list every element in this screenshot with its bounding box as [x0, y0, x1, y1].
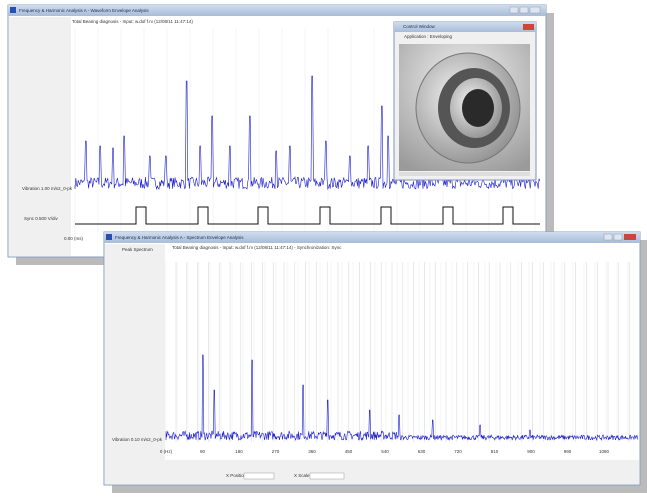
panel-label: Peak Spectrum — [122, 247, 153, 252]
plot-grid — [165, 262, 630, 442]
x-tick-label: 990 — [564, 449, 572, 454]
x-tick-label: 0 (Hz) — [160, 449, 173, 454]
window — [103, 231, 641, 486]
vibration-label: Vibration 0.10 m/s2_0-pk — [112, 437, 163, 442]
close-button[interactable] — [529, 6, 541, 14]
scrollbar[interactable] — [399, 172, 530, 176]
title-bar — [8, 5, 546, 16]
x-labels: 0 (Hz) 90 180 270 360 450 540 630 720 810 900 990 10… — [160, 449, 610, 454]
window-title: Frequency & Harmonic Analysis A - Wavefo… — [19, 8, 149, 13]
control-bar — [105, 460, 639, 484]
max-button[interactable] — [519, 6, 529, 14]
x-tick-label: 630 — [418, 449, 426, 454]
subtitle: Total Bearing diagnosis - Input: w.dof f… — [172, 245, 342, 250]
x-start: 0.00 (ms) — [64, 236, 84, 241]
x-tick-label: 450 — [345, 449, 353, 454]
x-tick-label: 900 — [527, 449, 535, 454]
x-tick-label: 810 — [491, 449, 499, 454]
x-position-slider[interactable] — [243, 472, 275, 480]
waveform — [74, 75, 541, 191]
spectrum — [165, 354, 638, 441]
app-icon — [10, 7, 16, 13]
x-tick-label: 720 — [454, 449, 462, 454]
x-tick-label: 360 — [308, 449, 316, 454]
max-button[interactable] — [613, 233, 623, 241]
side-panel — [9, 17, 71, 256]
app-icon — [106, 234, 112, 240]
title-bar — [394, 22, 536, 32]
close-button[interactable] — [523, 24, 534, 30]
subtitle: Total Bearing diagnosis - Input: w.dof f… — [72, 19, 193, 24]
bearing-bore — [462, 89, 494, 127]
application-label: Application : Enveloping — [404, 34, 453, 39]
x-position-label: X Position — [226, 473, 247, 478]
x-tick-label: 270 — [272, 449, 280, 454]
side-panel — [105, 244, 165, 460]
x-scale-slider[interactable] — [309, 472, 345, 480]
close-button[interactable] — [624, 234, 636, 240]
sync-label: Sync 0.500 V/div — [24, 216, 59, 221]
title-bar — [104, 232, 640, 243]
x-scale-label: X Scale — [294, 473, 310, 478]
x-tick-label: 90 — [200, 449, 206, 454]
window-title: Frequency & Harmonic Analysis A - Spectr… — [115, 235, 244, 240]
x-tick-label: 540 — [381, 449, 389, 454]
sync-signal — [75, 206, 540, 225]
min-button[interactable] — [603, 233, 613, 241]
min-button[interactable] — [509, 6, 519, 14]
control-title: Control Window — [403, 24, 436, 29]
x-tick-label: 180 — [235, 449, 243, 454]
vibration-label: Vibration 1.00 m/s2_0-pk — [22, 186, 73, 191]
x-tick-label: 1080 — [599, 449, 610, 454]
